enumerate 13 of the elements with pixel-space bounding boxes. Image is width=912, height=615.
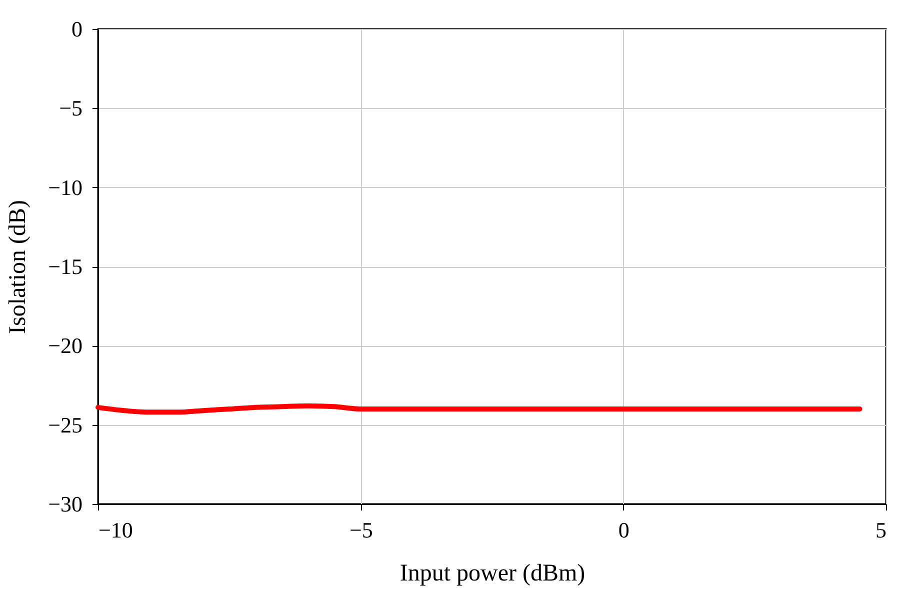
y-tick-label: −5 [59,96,82,121]
y-tick-label: −25 [48,412,82,438]
y-tick-label: −15 [48,254,82,279]
x-tick-label: −10 [98,518,133,542]
x-axis-title: Input power (dBm) [400,560,586,586]
y-tick-label: −10 [48,174,82,200]
x-tick-label: −5 [349,518,373,542]
x-tick-label: 5 [876,518,886,542]
x-tick-label: 0 [618,518,630,542]
y-tick-label: −20 [48,333,82,358]
y-tick-label: −30 [48,492,82,516]
y-tick-label: 0 [72,16,82,42]
y-axis-title: Isolation (dB) [5,200,32,334]
